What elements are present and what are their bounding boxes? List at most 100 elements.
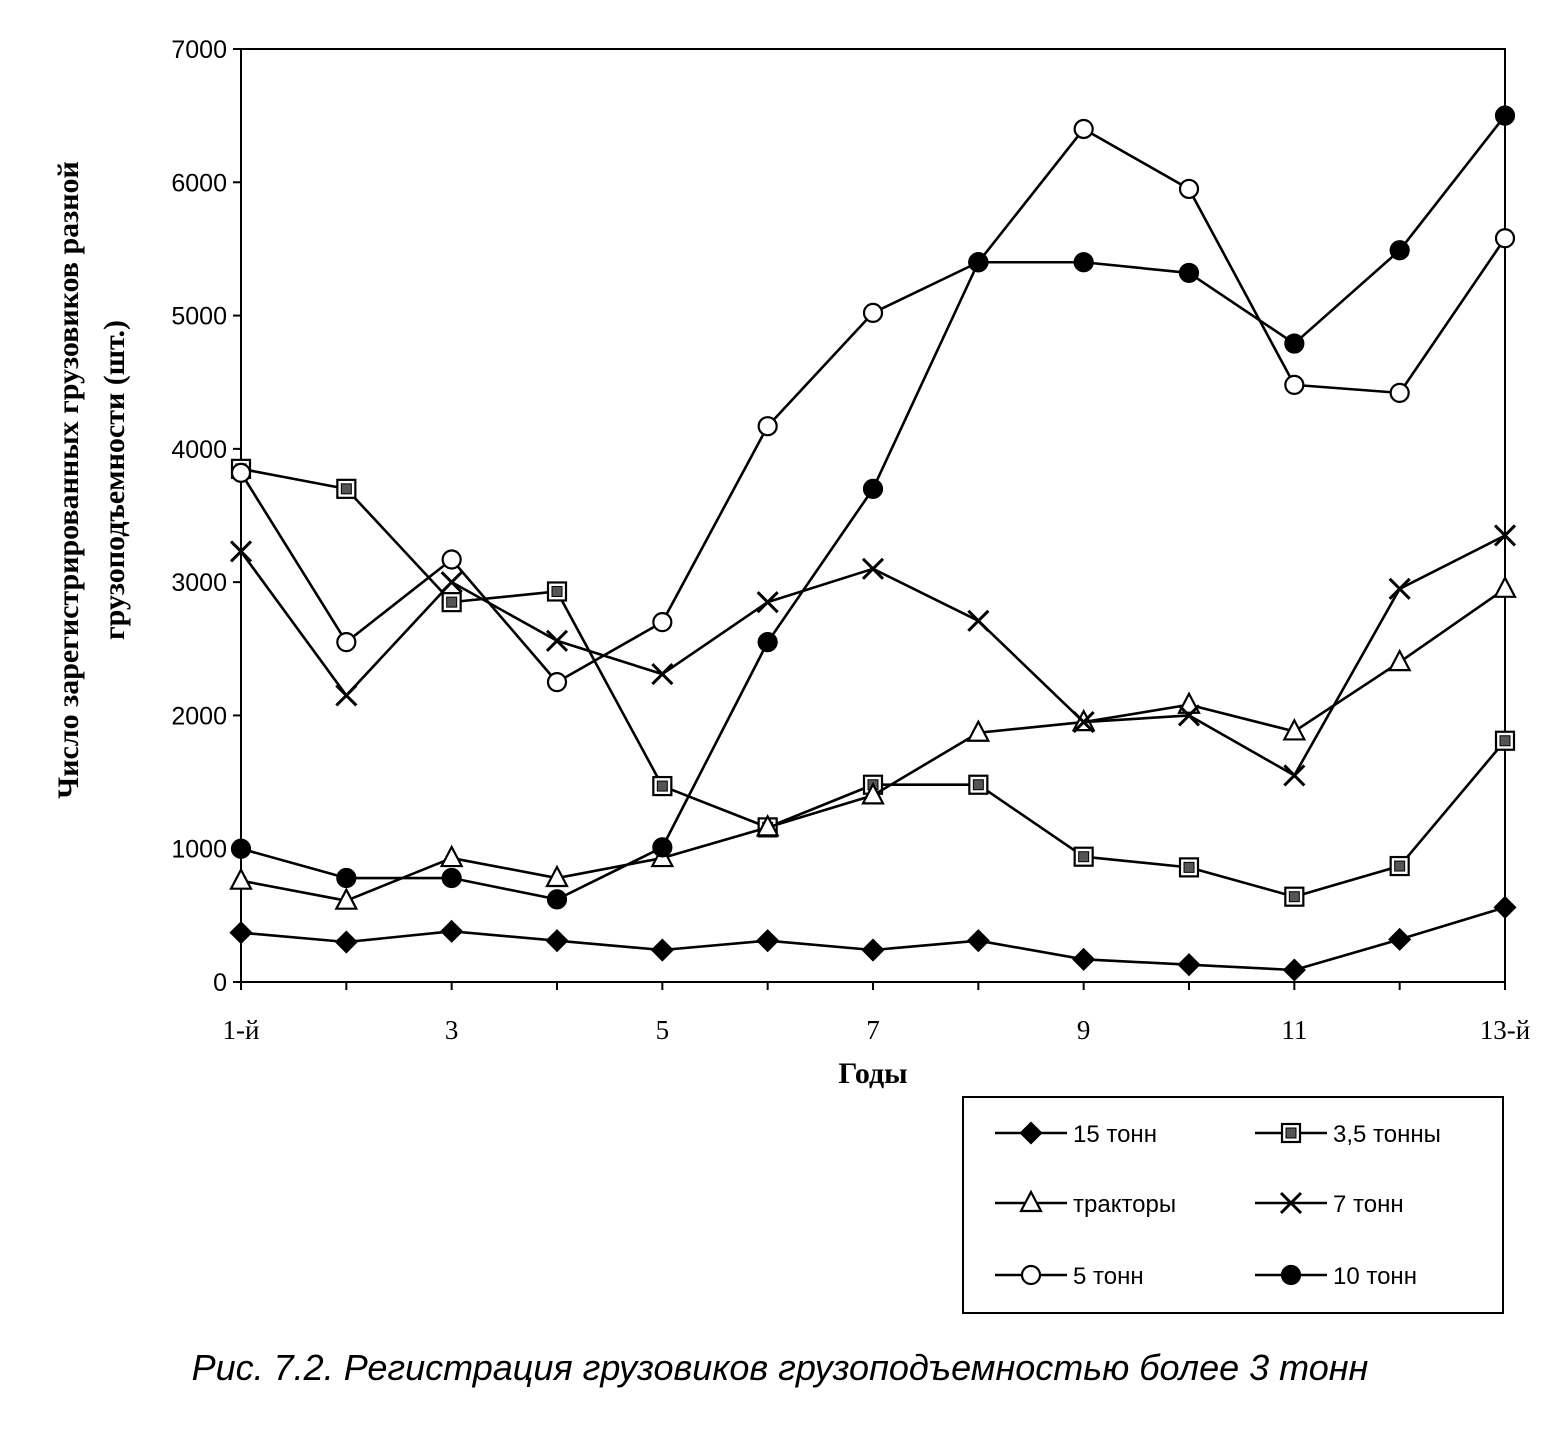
data-point (440, 571, 463, 594)
series-line (239, 534, 1506, 777)
data-point (336, 478, 357, 499)
data-point (1177, 953, 1201, 977)
y-axis: 0 1000 2000 3000 4000 5000 6000 7000 (171, 36, 241, 997)
legend-label: 3,5 тонны (1333, 1121, 1441, 1148)
y-axis-title-line-2: грузоподъемности (шт.) (98, 320, 131, 640)
data-point (755, 814, 780, 837)
data-point (1177, 691, 1201, 714)
data-point (861, 938, 885, 962)
data-point (441, 592, 462, 613)
series-3 (229, 575, 1517, 910)
y-tick-label: 6000 (171, 169, 227, 197)
data-point (229, 921, 253, 945)
legend-label: 15 тонн (1073, 1121, 1157, 1148)
data-point (1073, 846, 1094, 867)
data-point (1494, 105, 1516, 126)
data-point (1178, 262, 1200, 284)
data-point (651, 663, 674, 686)
legend-swatch-marker (1279, 1191, 1303, 1215)
data-point (334, 887, 359, 910)
data-point (1493, 524, 1517, 547)
x-tick-label: 11 (1281, 1015, 1307, 1045)
data-point (652, 775, 673, 797)
data-point (440, 919, 464, 943)
data-point (546, 889, 568, 910)
data-point (1073, 252, 1094, 273)
data-point (1072, 711, 1095, 734)
data-point (1283, 764, 1306, 787)
data-point (757, 632, 778, 653)
data-point (336, 867, 357, 889)
legend-item: 15 тонн (995, 1121, 1157, 1148)
data-point (230, 462, 252, 483)
data-point (861, 782, 885, 805)
data-point (546, 672, 568, 693)
x-tick-label: 5 (656, 1015, 670, 1045)
data-point (1494, 730, 1516, 751)
x-tick-label: 7 (866, 1015, 880, 1045)
legend-label: 7 тонн (1333, 1191, 1404, 1218)
series-line (240, 587, 1506, 902)
x-axis-title: Годы (838, 1057, 907, 1090)
legend-swatch-marker (1280, 1264, 1302, 1286)
y-tick-label: 0 (213, 969, 227, 997)
data-point (1177, 704, 1201, 727)
data-point (334, 930, 358, 954)
data-point (756, 591, 779, 614)
data-point (1388, 577, 1411, 600)
data-point (1493, 575, 1517, 598)
legend-box (962, 1096, 1504, 1314)
data-point (441, 867, 462, 889)
plot-frame (240, 48, 1506, 983)
x-tick-label: 9 (1077, 1015, 1091, 1045)
y-tick-label: 4000 (171, 436, 227, 464)
data-point (1388, 927, 1412, 951)
data-point (545, 929, 569, 953)
data-point (1178, 178, 1200, 200)
data-point (756, 929, 780, 953)
data-point (441, 549, 462, 570)
legend-label: 10 тонн (1333, 1263, 1417, 1290)
data-point (1282, 718, 1307, 741)
data-point (1178, 857, 1200, 878)
data-point (1389, 855, 1410, 877)
data-point (968, 252, 989, 273)
legend-label: 5 тонн (1073, 1263, 1144, 1290)
data-point (862, 302, 884, 324)
series-layer (229, 105, 1517, 982)
data-point (545, 864, 569, 888)
y-tick-label: 5000 (171, 303, 227, 331)
legend-item: тракторы (995, 1189, 1176, 1218)
series-5 (230, 118, 1516, 693)
x-tick-label: 13-й (1480, 1015, 1530, 1045)
data-point (1072, 947, 1096, 971)
legend-item: 7 тонн (1255, 1191, 1404, 1218)
legend-label: тракторы (1073, 1191, 1176, 1218)
y-axis-title: Число зарегистрированных грузовиков разн… (52, 161, 131, 799)
y-axis-title-line-1: Число зарегистрированных грузовиков разн… (52, 161, 85, 799)
series-6 (230, 105, 1516, 910)
data-point (862, 478, 884, 499)
legend-item: 5 тонн (995, 1263, 1144, 1290)
y-tick-label: 2000 (171, 702, 227, 730)
plot-area (240, 48, 1506, 983)
data-point (968, 774, 989, 795)
data-point (229, 540, 253, 563)
data-point (1073, 118, 1094, 140)
data-point (652, 837, 673, 858)
legend-item: 3,5 тонны (1255, 1121, 1441, 1148)
data-point (1493, 895, 1517, 919)
series-2 (230, 458, 1516, 907)
y-tick-label: 7000 (171, 36, 227, 64)
series-line (239, 127, 1507, 684)
y-tick-label: 1000 (171, 836, 227, 864)
data-point (652, 612, 673, 633)
data-point (335, 684, 358, 707)
y-tick-label: 3000 (171, 569, 227, 597)
data-point (1494, 228, 1516, 249)
data-point (1389, 240, 1410, 261)
data-point (336, 632, 357, 653)
data-point (230, 838, 252, 859)
figure-caption: Рис. 7.2. Регистрация грузовиков грузопо… (192, 1347, 1369, 1388)
